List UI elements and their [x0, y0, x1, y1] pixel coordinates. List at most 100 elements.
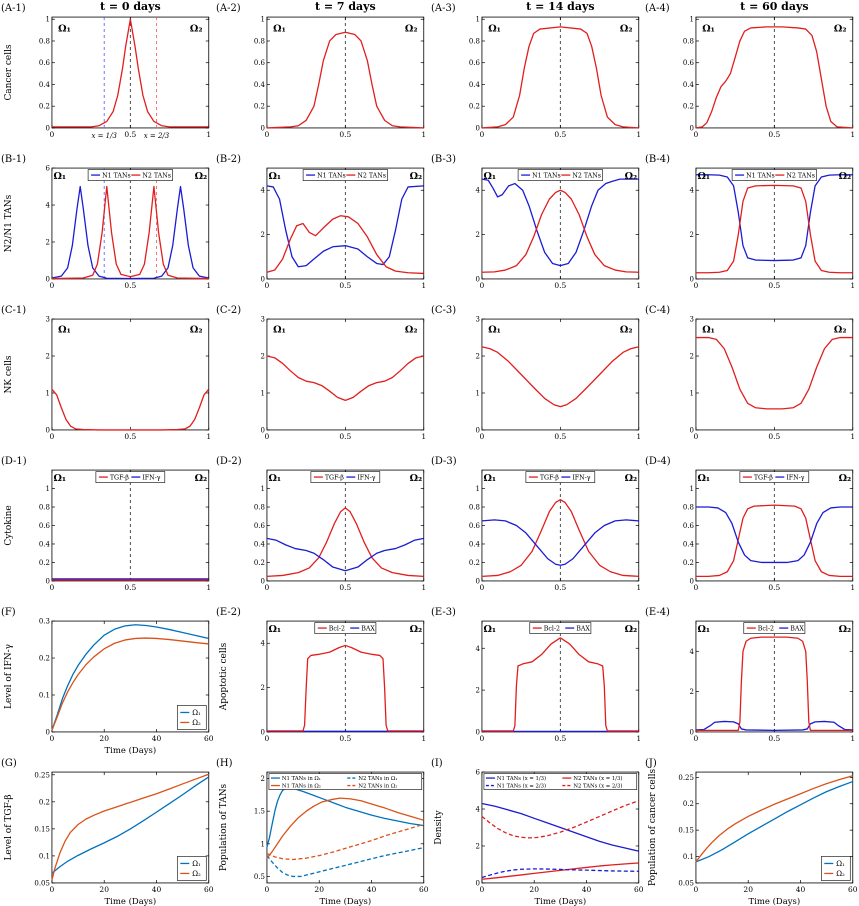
- legend-label: Ω₁: [837, 860, 846, 868]
- column-title: t = 14 days: [526, 0, 594, 13]
- tgf-beta-line: [266, 507, 424, 577]
- x-tick-label: 0: [694, 281, 699, 290]
- x-tick-label: 0.5: [339, 281, 351, 290]
- chart-e-4: (E-4) 0 0.5 1 0 2 4 Ω₁ Ω₂ Bcl-2 BAX: [645, 607, 855, 743]
- x-tick-label: 0.5: [554, 130, 566, 139]
- y-tick-label: 0.4: [254, 81, 266, 89]
- x-tick-label: 0.5: [769, 130, 781, 139]
- x-tick-label: 0: [479, 281, 484, 290]
- legend-label: IFN-γ: [572, 475, 590, 482]
- panel-label: (C-2): [216, 305, 241, 316]
- y-tick-label: 0.8: [254, 504, 265, 512]
- panel-label: (G): [1, 758, 17, 769]
- legend-label: TGF-β: [110, 475, 129, 482]
- x-tick-label: 1: [636, 432, 641, 441]
- legend-label: N1 TANs: [317, 173, 346, 180]
- x-tick-label: 0.5: [339, 130, 351, 139]
- x-tick-label: 0: [694, 130, 699, 139]
- chart-c-4: (C-4) 0 0.5 1 0 1 2 3 Ω₁ Ω₂: [645, 305, 855, 441]
- y-tick-label: 0.8: [39, 504, 50, 512]
- y-tick-label: 0.2: [683, 103, 694, 111]
- chart-b-4: (B-4) 0 0.5 1 0 2 4Ω₁ Ω₂ N1 TANs N2 TANs: [645, 154, 855, 290]
- panel-label: (B-3): [430, 154, 455, 165]
- y-tick-label: 0.4: [683, 540, 695, 548]
- x-tick-label: 0.5: [769, 734, 781, 743]
- legend-label: N2 TANs: [357, 173, 386, 180]
- chart-e-2: (E-2) Apoptotic cells 0 0.5 1 0 2 4Ω₁ Ω₂ Bcl-2 BAX: [216, 607, 426, 743]
- legend-box: [483, 773, 637, 790]
- tgf-beta-line: [481, 498, 639, 577]
- region-label: Ω₂: [190, 324, 203, 335]
- y-tick-label: 0.4: [254, 540, 266, 548]
- region-label: Ω₁: [53, 473, 66, 484]
- n2-tans-x23-line: [481, 800, 639, 839]
- y-tick-label: 4: [260, 640, 265, 648]
- legend-box: [268, 773, 422, 790]
- legend-label: N1 TANs: [102, 173, 131, 180]
- legend-label: Ω₁: [192, 860, 201, 868]
- x-tick-label: 1: [636, 130, 641, 139]
- y-tick-label: 0: [475, 577, 479, 585]
- legend-label: N1 TANs: [746, 173, 775, 180]
- x-tick-label: 1: [206, 281, 211, 290]
- y-tick-label: 0: [690, 728, 694, 736]
- y-tick-label: 4: [45, 202, 50, 210]
- panel-a-4: t = 60 days (A-4) 0 0.5 1 0 0.2 0.4 0.6 0.8 1 Ω₁ Ω₂: [644, 0, 859, 151]
- panel-label: (E-3): [430, 607, 455, 618]
- y-tick-label: 3: [475, 316, 479, 324]
- y-tick-label: 1: [45, 389, 49, 397]
- x-tick-label: 1: [421, 281, 426, 290]
- chart-d-2: (D-2) 0 0.5 1 0 0.2 0.4 0.6 0.8 1 Ω₁ Ω₂ TGF-β IFN-γ: [216, 456, 426, 592]
- panel-c-2: (C-2) 0 0.5 1 0 1 2 3 Ω₁ Ω₂: [215, 302, 430, 453]
- x-tick-label: 40: [581, 885, 591, 894]
- legend-box: [525, 471, 595, 483]
- legend-box: [517, 169, 603, 181]
- panel-j: (J) Population of cancer cells Time (Days)…: [644, 755, 859, 906]
- y-tick-label: 0.8: [254, 37, 265, 45]
- region-label: Ω₂: [834, 23, 847, 34]
- y-tick-label: 2: [260, 775, 264, 783]
- legend-box: [314, 622, 376, 634]
- region-label: Ω₂: [190, 23, 203, 34]
- n1-tans-x23-line: [481, 868, 639, 879]
- y-axis-label: N2/N1 TANs: [4, 194, 14, 252]
- n1-tans-line: [266, 185, 424, 268]
- x-tick-label: 40: [796, 885, 806, 894]
- panel-i: (I) Density Time (Days) 0 20 40 60 0 2 4 6 N1 TANs …: [430, 755, 645, 906]
- y-axis-label: Density: [433, 809, 443, 844]
- y-tick-label: 0: [260, 124, 264, 132]
- x-tick-label: 0: [694, 583, 699, 592]
- region-label: Ω₂: [409, 171, 422, 182]
- cancer-cells-line: [266, 31, 424, 129]
- panel-e-3: (E-3) 0 0.5 1 0 2 4 Ω₁ Ω₂ Bcl-2 BAX: [430, 604, 645, 755]
- panel-label: (A-2): [216, 3, 241, 14]
- panel-d-1: (D-1) Cytokine 0 0.5 1 0 0.2 0.4 0.6 0.8 1 Ω₁ Ω₂ TGF-…: [0, 453, 215, 604]
- y-tick-label: 0.2: [254, 559, 265, 567]
- panel-label: (C-3): [430, 305, 455, 316]
- panel-label: (A-3): [430, 3, 455, 14]
- y-tick-label: 0.05: [679, 879, 695, 887]
- chart-i: (I) Density Time (Days) 0 20 40 60 0 2 4 6 N1 TANs …: [430, 758, 643, 906]
- legend-label: Ω₁: [192, 709, 201, 717]
- x-tick-label: 0.5: [124, 130, 136, 139]
- legend-label: TGF-β: [325, 475, 344, 482]
- legend-label: Ω₂: [837, 870, 846, 878]
- cancer-cells-line: [696, 26, 854, 129]
- omega2-line: [51, 637, 209, 731]
- chart-d-1: (D-1) Cytokine 0 0.5 1 0 0.2 0.4 0.6 0.8 1 Ω₁ Ω₂ TGF-…: [1, 456, 211, 592]
- x-tick-label: 0.5: [769, 432, 781, 441]
- x-tick-label: 0: [264, 734, 269, 743]
- x-tick-label: 60: [204, 885, 214, 894]
- y-tick-label: 2: [260, 353, 264, 361]
- panel-b-2: (B-2) 0 0.5 1 0 2 4 Ω₁ Ω₂ N1 TANs N2 TANs: [215, 151, 430, 302]
- y-tick-label: 4: [475, 806, 480, 814]
- chart-f: (F) Level of IFN-γ Time (Days) 0 20 40 60 0 0.1 0…: [1, 607, 214, 755]
- region-label: Ω₂: [839, 624, 852, 635]
- region-label: Ω₂: [839, 473, 852, 484]
- x-tick-label: 60: [633, 885, 643, 894]
- y-tick-label: 0.2: [39, 798, 50, 806]
- omega1-line: [51, 624, 209, 731]
- x-axis-label: Time (Days): [534, 896, 586, 906]
- y-tick-label: 2: [260, 231, 264, 239]
